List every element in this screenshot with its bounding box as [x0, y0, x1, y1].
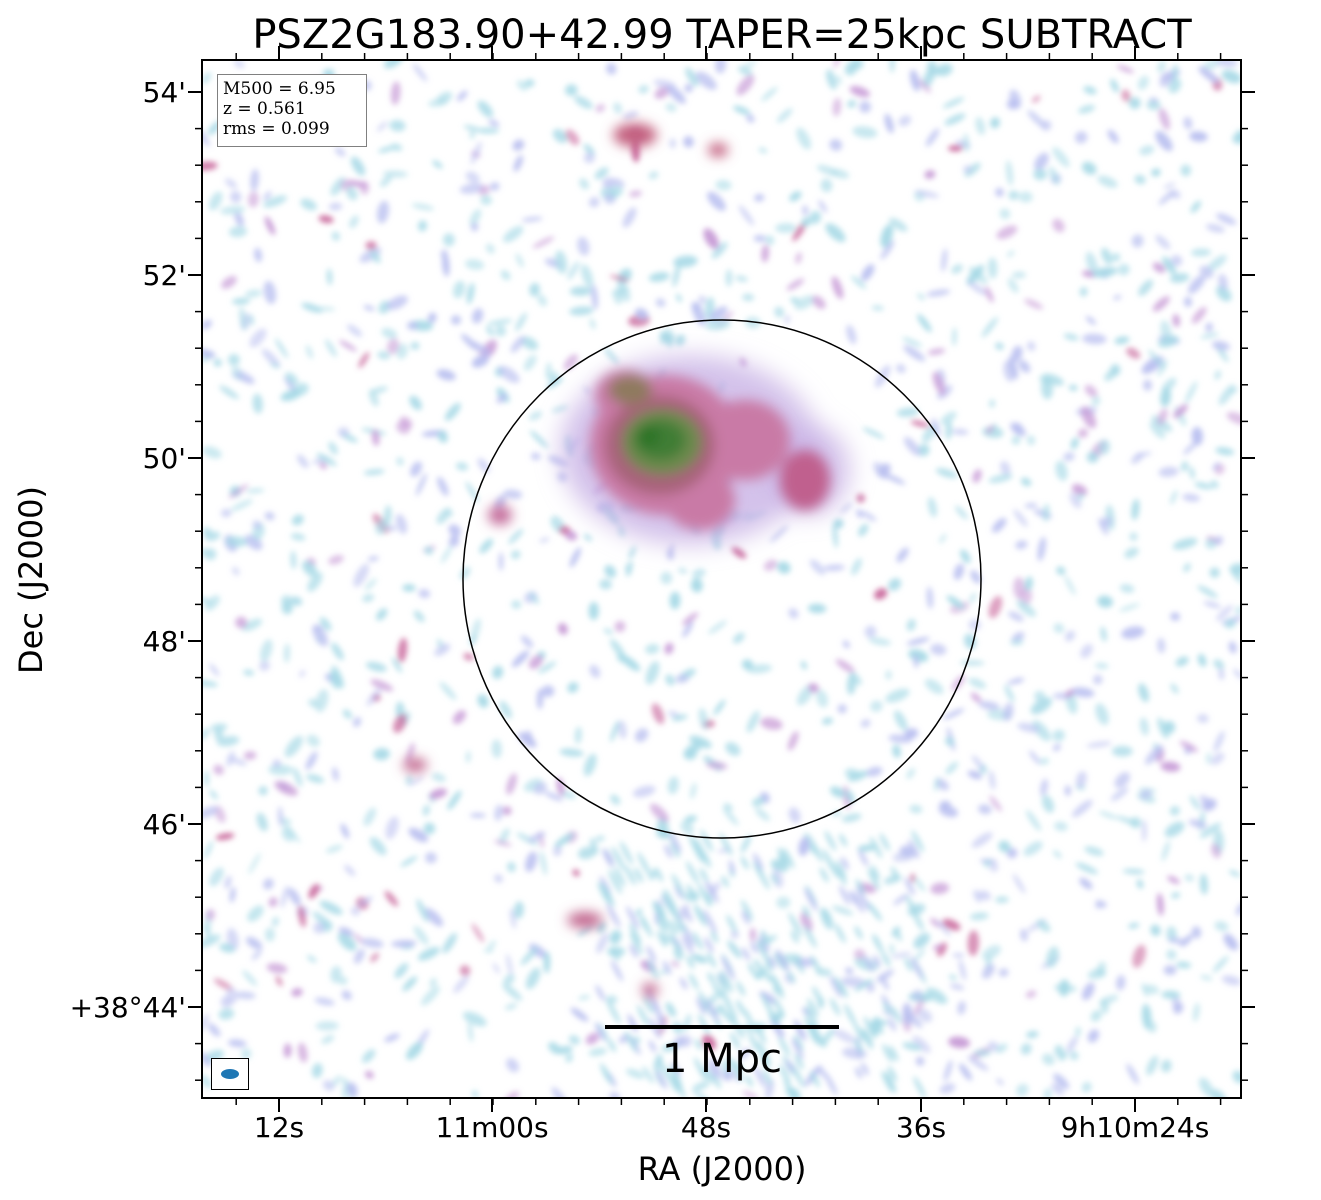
y-tick-label: 48': [143, 625, 186, 658]
y-tick-labels: 54' 52' 50' 48' 46' +38°44': [70, 76, 186, 1024]
tick-marks: [188, 46, 1255, 1112]
x-tick-label: 11m00s: [435, 1111, 548, 1144]
x-tick-label: 12s: [254, 1111, 304, 1144]
beam-ellipse: [221, 1069, 239, 1079]
x-tick-label: 36s: [896, 1111, 946, 1144]
x-tick-labels: 12s 11m00s 48s 36s 9h10m24s: [254, 1111, 1209, 1144]
info-box: M500 = 6.95 z = 0.561 rms = 0.099: [217, 74, 367, 147]
x-tick-label: 9h10m24s: [1061, 1111, 1210, 1144]
y-tick-label: +38°44': [70, 991, 186, 1024]
plot-title: PSZ2G183.90+42.99 TAPER=25kpc SUBTRACT: [252, 12, 1192, 58]
rms-label: rms = 0.099: [223, 119, 330, 139]
cluster-emission: [403, 123, 850, 997]
scale-bar-label: 1 Mpc: [662, 1036, 782, 1082]
x-tick-label: 48s: [681, 1111, 731, 1144]
y-tick-label: 52': [143, 259, 186, 292]
x-axis-label: RA (J2000): [638, 1150, 807, 1188]
y-tick-label: 54': [143, 76, 186, 109]
y-tick-label: 46': [143, 808, 186, 841]
beam-box: [211, 1058, 249, 1090]
noise-background: [202, 60, 1241, 1098]
r500-circle: [462, 319, 982, 839]
axes-frame: [201, 59, 1242, 1099]
y-axis-label: Dec (J2000): [12, 486, 50, 674]
y-tick-label: 50': [143, 442, 186, 475]
mass-label: M500 = 6.95: [223, 79, 336, 99]
redshift-label: z = 0.561: [223, 99, 306, 119]
